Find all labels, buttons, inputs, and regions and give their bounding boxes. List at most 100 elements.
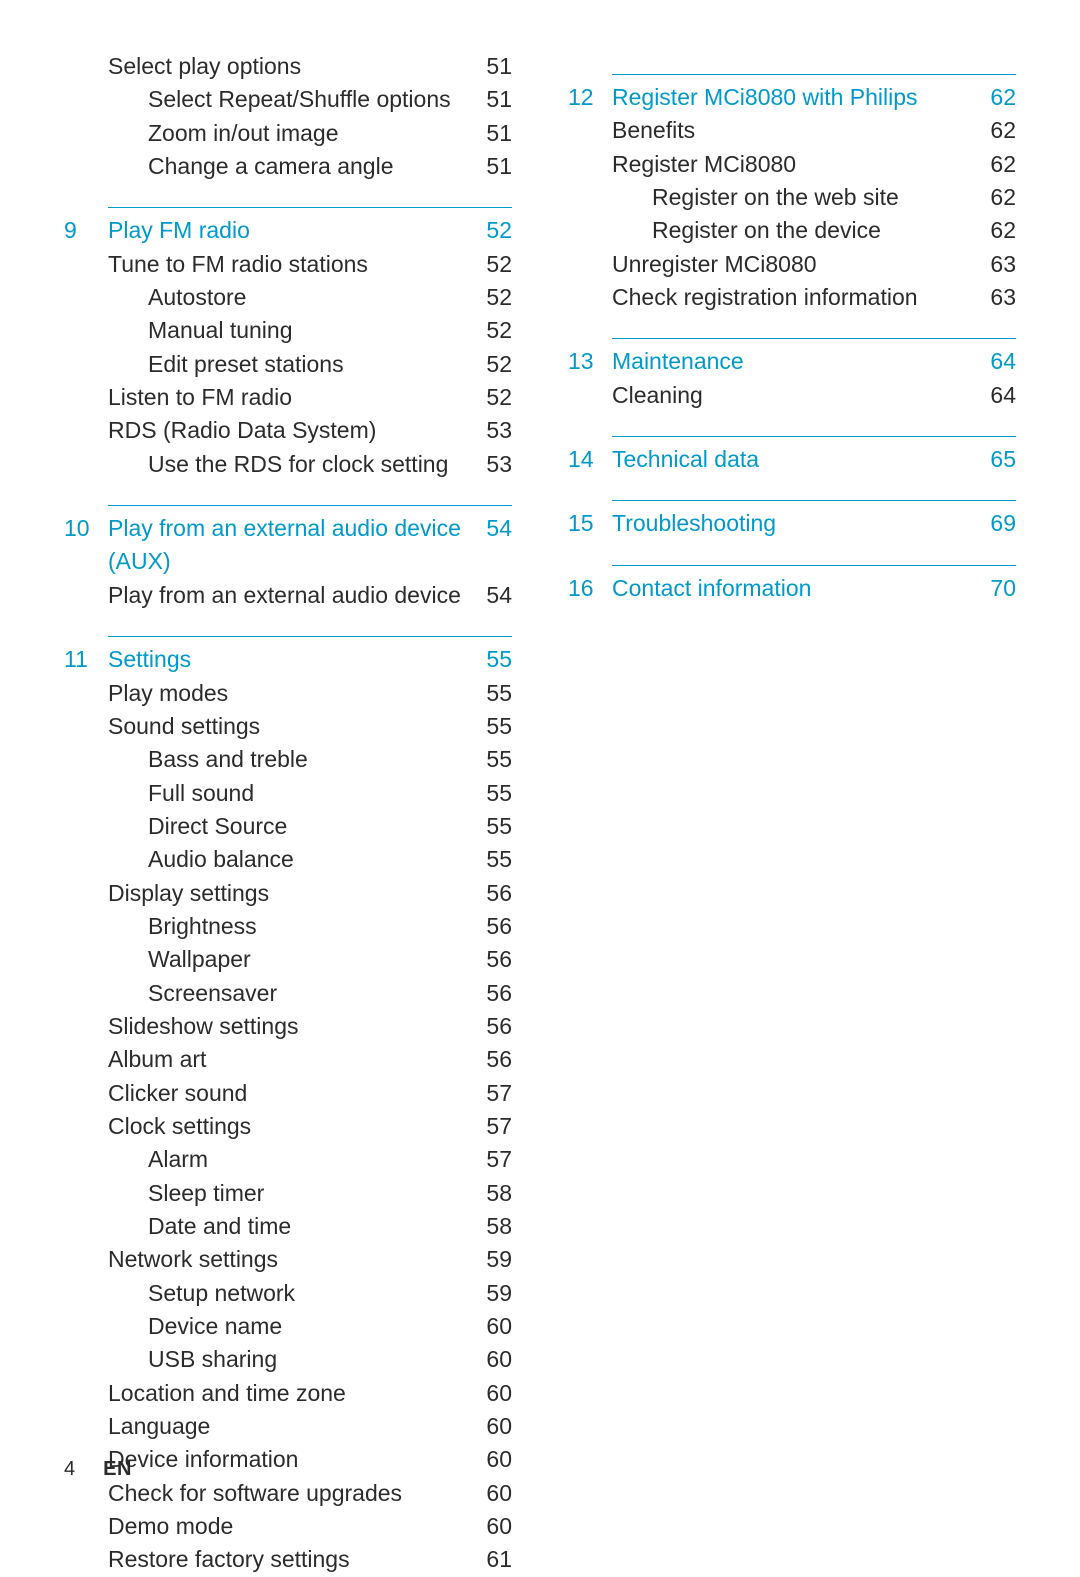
toc-title: Technical data xyxy=(612,443,968,476)
toc-page-number: 63 xyxy=(968,248,1016,281)
toc-chapter-number: 9 xyxy=(64,214,108,247)
page-footer: 4 EN xyxy=(64,1458,132,1481)
toc-title: Screensaver xyxy=(108,977,464,1010)
toc-title: Location and time zone xyxy=(108,1377,464,1410)
toc-row: Benefits62 xyxy=(568,114,1016,147)
toc-row: Bass and treble55 xyxy=(64,743,512,776)
toc-title: Register MCi8080 with Philips xyxy=(612,81,968,114)
toc-title: Network settings xyxy=(108,1243,464,1276)
toc-row: Full sound55 xyxy=(64,777,512,810)
toc-page-number: 55 xyxy=(464,743,512,776)
toc-page-number: 60 xyxy=(464,1310,512,1343)
toc-page: Select play options51Select Repeat/Shuff… xyxy=(0,0,1080,1577)
toc-title: Zoom in/out image xyxy=(108,117,464,150)
toc-page-number: 60 xyxy=(464,1410,512,1443)
toc-chapter-number: 14 xyxy=(568,443,612,476)
toc-title: Play modes xyxy=(108,677,464,710)
toc-page-number: 51 xyxy=(464,83,512,116)
section-divider xyxy=(108,207,512,208)
toc-page-number: 54 xyxy=(464,512,512,545)
toc-title: Check for software upgrades xyxy=(108,1477,464,1510)
toc-row: RDS (Radio Data System)53 xyxy=(64,414,512,447)
toc-chapter-number: 11 xyxy=(64,643,108,676)
toc-page-number: 58 xyxy=(464,1210,512,1243)
toc-page-number: 57 xyxy=(464,1110,512,1143)
toc-title: Listen to FM radio xyxy=(108,381,464,414)
toc-page-number: 60 xyxy=(464,1443,512,1476)
section-divider xyxy=(108,505,512,506)
toc-page-number: 52 xyxy=(464,381,512,414)
toc-page-number: 57 xyxy=(464,1077,512,1110)
toc-row: Edit preset stations52 xyxy=(64,348,512,381)
toc-title: Edit preset stations xyxy=(108,348,464,381)
toc-page-number: 52 xyxy=(464,281,512,314)
toc-page-number: 62 xyxy=(968,181,1016,214)
toc-row: Wallpaper56 xyxy=(64,943,512,976)
toc-title: Use the RDS for clock setting xyxy=(108,448,464,481)
toc-row: Display settings56 xyxy=(64,877,512,910)
toc-title: Unregister MCi8080 xyxy=(612,248,968,281)
toc-row: Zoom in/out image51 xyxy=(64,117,512,150)
toc-page-number: 56 xyxy=(464,1010,512,1043)
toc-title: Display settings xyxy=(108,877,464,910)
toc-title: Direct Source xyxy=(108,810,464,843)
toc-row: Sleep timer58 xyxy=(64,1177,512,1210)
toc-row: Direct Source55 xyxy=(64,810,512,843)
toc-page-number: 55 xyxy=(464,643,512,676)
toc-title: USB sharing xyxy=(108,1343,464,1376)
toc-page-number: 56 xyxy=(464,977,512,1010)
toc-chapter-number: 12 xyxy=(568,81,612,114)
toc-chapter-number: 15 xyxy=(568,507,612,540)
toc-page-number: 53 xyxy=(464,414,512,447)
toc-row: Register on the web site62 xyxy=(568,181,1016,214)
toc-page-number: 60 xyxy=(464,1477,512,1510)
toc-row: Clicker sound57 xyxy=(64,1077,512,1110)
toc-title: Wallpaper xyxy=(108,943,464,976)
toc-row: Select play options51 xyxy=(64,50,512,83)
toc-title: Cleaning xyxy=(612,379,968,412)
toc-chapter-row: 11Settings55 xyxy=(64,643,512,676)
toc-chapter-number: 10 xyxy=(64,512,108,545)
toc-page-number: 69 xyxy=(968,507,1016,540)
toc-page-number: 55 xyxy=(464,777,512,810)
toc-row: Select Repeat/Shuffle options51 xyxy=(64,83,512,116)
toc-row: Slideshow settings56 xyxy=(64,1010,512,1043)
toc-chapter-row: 15Troubleshooting69 xyxy=(568,507,1016,540)
toc-title: Brightness xyxy=(108,910,464,943)
toc-row: Device name60 xyxy=(64,1310,512,1343)
toc-page-number: 61 xyxy=(464,1543,512,1576)
toc-row: Album art56 xyxy=(64,1043,512,1076)
toc-row: Audio balance55 xyxy=(64,843,512,876)
toc-title: Maintenance xyxy=(612,345,968,378)
toc-row: Setup network59 xyxy=(64,1277,512,1310)
toc-title: Bass and treble xyxy=(108,743,464,776)
toc-page-number: 55 xyxy=(464,710,512,743)
toc-title: Settings xyxy=(108,643,464,676)
toc-chapter-number: 13 xyxy=(568,345,612,378)
toc-title: Play from an external audio device xyxy=(108,579,464,612)
toc-title: Select Repeat/Shuffle options xyxy=(108,83,464,116)
toc-title: Register MCi8080 xyxy=(612,148,968,181)
toc-page-number: 57 xyxy=(464,1143,512,1176)
toc-page-number: 59 xyxy=(464,1243,512,1276)
toc-title: Restore factory settings xyxy=(108,1543,464,1576)
toc-page-number: 62 xyxy=(968,148,1016,181)
toc-title: Select play options xyxy=(108,50,464,83)
toc-chapter-row: 9Play FM radio52 xyxy=(64,214,512,247)
footer-language: EN xyxy=(103,1458,132,1481)
toc-title: Benefits xyxy=(612,114,968,147)
toc-row: Screensaver56 xyxy=(64,977,512,1010)
toc-page-number: 63 xyxy=(968,281,1016,314)
toc-title: Check registration information xyxy=(612,281,968,314)
toc-page-number: 52 xyxy=(464,214,512,247)
toc-page-number: 64 xyxy=(968,345,1016,378)
toc-row: Brightness56 xyxy=(64,910,512,943)
toc-title: Date and time xyxy=(108,1210,464,1243)
toc-row: Register MCi808062 xyxy=(568,148,1016,181)
toc-page-number: 55 xyxy=(464,843,512,876)
toc-page-number: 62 xyxy=(968,114,1016,147)
toc-chapter-row: 14Technical data65 xyxy=(568,443,1016,476)
toc-page-number: 52 xyxy=(464,248,512,281)
section-divider xyxy=(612,565,1016,566)
toc-title: Language xyxy=(108,1410,464,1443)
